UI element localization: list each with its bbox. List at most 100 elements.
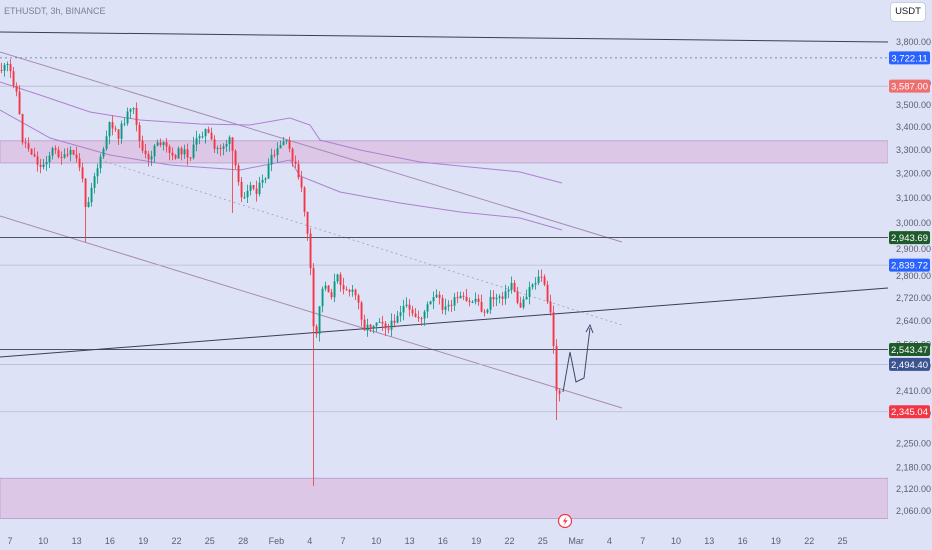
price-zone: [0, 140, 889, 164]
candle-body: [195, 138, 198, 145]
candle-body: [522, 299, 525, 308]
candle-body: [99, 156, 102, 169]
chart-title: ETHUSDT, 3h, BINANCE: [4, 6, 106, 16]
candle-body: [150, 156, 153, 160]
candle-body: [354, 289, 357, 296]
ascending-trendline: [0, 287, 889, 358]
candle-body: [129, 109, 132, 112]
candle-body: [318, 306, 321, 334]
candle-body: [468, 300, 471, 303]
candle-body: [78, 158, 81, 168]
time-tick-label: 22: [504, 536, 514, 546]
time-tick-label: 10: [371, 536, 381, 546]
candle-body: [546, 284, 549, 302]
currency-button[interactable]: USDT: [890, 2, 926, 22]
candle-body: [417, 316, 420, 319]
long-trendline-top: [0, 31, 889, 43]
price-tick-label: 3,000.00: [896, 218, 931, 228]
price-axis[interactable]: 3,800.003,600.003,500.003,400.003,300.00…: [896, 37, 931, 516]
price-tick-label: 3,200.00: [896, 169, 931, 179]
time-tick-label: 19: [138, 536, 148, 546]
candle-body: [207, 129, 210, 133]
candle-body: [360, 302, 363, 320]
time-tick-label: 25: [205, 536, 215, 546]
price-tick-label: 2,800.00: [896, 271, 931, 281]
candle-body: [543, 276, 546, 285]
price-tick-label: 2,120.00: [896, 484, 931, 494]
candle-body: [324, 285, 327, 289]
candle-body: [255, 188, 258, 194]
candle-body: [300, 177, 303, 188]
time-tick-label: 25: [837, 536, 847, 546]
candle-body: [93, 176, 96, 188]
candle-body: [303, 187, 306, 212]
candle-body: [144, 150, 147, 155]
candle-body: [135, 107, 138, 126]
time-axis[interactable]: 7 10 13 16 19 22 25 28 Feb 4 7 10 13 16 19 22 25 Mar 4 7 10 1…: [7, 536, 847, 546]
candle-body: [228, 137, 231, 144]
price-badge-label: 2,543.47: [891, 345, 928, 356]
candle-body: [312, 268, 315, 327]
candle-body: [402, 305, 405, 313]
price-tick-label: 3,800.00: [896, 37, 931, 47]
candle-body: [438, 294, 441, 299]
candle-body: [216, 147, 219, 149]
candle-body: [282, 141, 285, 146]
candle-body: [378, 321, 381, 323]
candle-body: [261, 179, 264, 183]
candle-body: [252, 185, 255, 189]
candle-body: [12, 71, 15, 86]
candle-body: [48, 155, 51, 163]
candle-body: [225, 143, 228, 147]
candle-body: [132, 107, 135, 110]
candle-body: [285, 140, 288, 142]
candle-body: [138, 125, 141, 141]
candle-body: [447, 304, 450, 307]
price-tick-label: 3,300.00: [896, 145, 931, 155]
price-badge: [889, 51, 930, 65]
candle-body: [153, 145, 156, 157]
moving-averages: [0, 81, 563, 231]
candle-body: [444, 306, 447, 310]
price-badge-label: 2,943.69: [891, 233, 928, 244]
time-tick-label: 7: [7, 536, 12, 546]
candlesticks: [0, 59, 561, 486]
price-tick-label: 2,180.00: [896, 463, 931, 473]
candle-body: [270, 154, 273, 165]
moving-average-slow: [0, 109, 563, 231]
candle-body: [390, 320, 393, 330]
candle-body: [540, 276, 543, 278]
candle-body: [423, 311, 426, 319]
price-tick-label: 2,720.00: [896, 293, 931, 303]
lightning-icon[interactable]: [557, 513, 573, 529]
candle-body: [381, 321, 384, 324]
candle-body: [483, 311, 486, 313]
candle-body: [399, 312, 402, 316]
candle-body: [147, 154, 150, 160]
candle-body: [279, 145, 282, 149]
price-tick-label: 3,500.00: [896, 100, 931, 110]
candle-body: [552, 312, 555, 346]
candle-body: [66, 154, 69, 156]
candle-body: [51, 148, 54, 156]
candle-body: [75, 154, 78, 159]
candle-body: [18, 91, 21, 115]
candle-body: [492, 296, 495, 300]
time-tick-label: 19: [771, 536, 781, 546]
candle-body: [117, 129, 120, 139]
candle-body: [528, 287, 531, 297]
candle-body: [45, 162, 48, 165]
candle-body: [123, 123, 126, 125]
candle-body: [480, 301, 483, 312]
candle-body: [288, 140, 291, 149]
price-badge: [889, 258, 930, 272]
price-badge-label: 2,494.40: [891, 360, 928, 371]
dotted-trendline: [99, 159, 623, 326]
candle-body: [507, 289, 510, 292]
candle-body: [393, 320, 396, 323]
candle-body: [516, 291, 519, 303]
candle-body: [363, 319, 366, 331]
candle-body: [60, 157, 63, 159]
candle-body: [351, 289, 354, 292]
